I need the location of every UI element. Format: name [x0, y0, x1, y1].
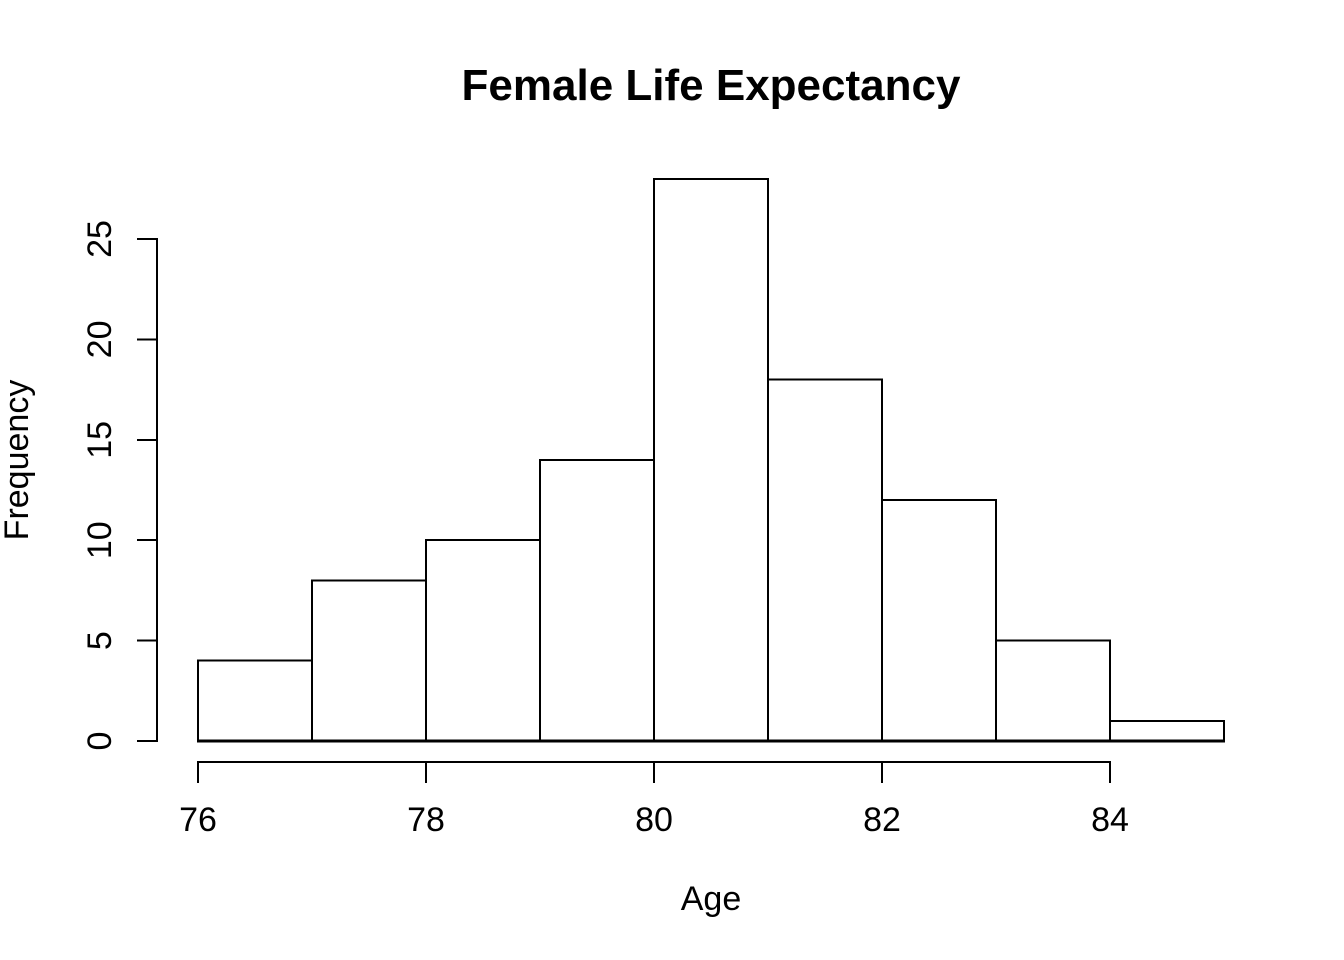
y-axis: 0 5 10 15 20 25 [81, 220, 158, 751]
histogram-bar [881, 499, 997, 743]
x-axis-label: Age [681, 880, 742, 918]
y-axis-label: Frequency [0, 380, 36, 541]
y-tick-label: 10 [81, 521, 119, 559]
y-tick-label: 5 [81, 631, 119, 650]
y-tick-label: 25 [81, 220, 119, 258]
histogram-bar [425, 539, 541, 743]
histogram-bar [767, 378, 883, 742]
histogram-bar [653, 177, 769, 742]
x-axis: 76 78 80 82 84 [179, 761, 1129, 839]
histogram-bar [311, 579, 427, 742]
y-tick-label: 0 [81, 732, 119, 751]
y-tick-label: 20 [81, 320, 119, 358]
histogram-bar [539, 458, 655, 742]
x-tick-label: 78 [407, 801, 445, 839]
x-tick-label: 82 [863, 801, 901, 839]
histogram-bar [995, 639, 1111, 742]
chart-title: Female Life Expectancy [462, 61, 961, 110]
histogram-bar [197, 659, 313, 742]
histogram-bar [1109, 719, 1225, 742]
x-tick-label: 84 [1091, 801, 1129, 839]
x-tick-label: 80 [635, 801, 673, 839]
x-tick-label: 76 [179, 801, 217, 839]
histogram-bars [197, 177, 1225, 743]
y-tick-label: 15 [81, 421, 119, 459]
